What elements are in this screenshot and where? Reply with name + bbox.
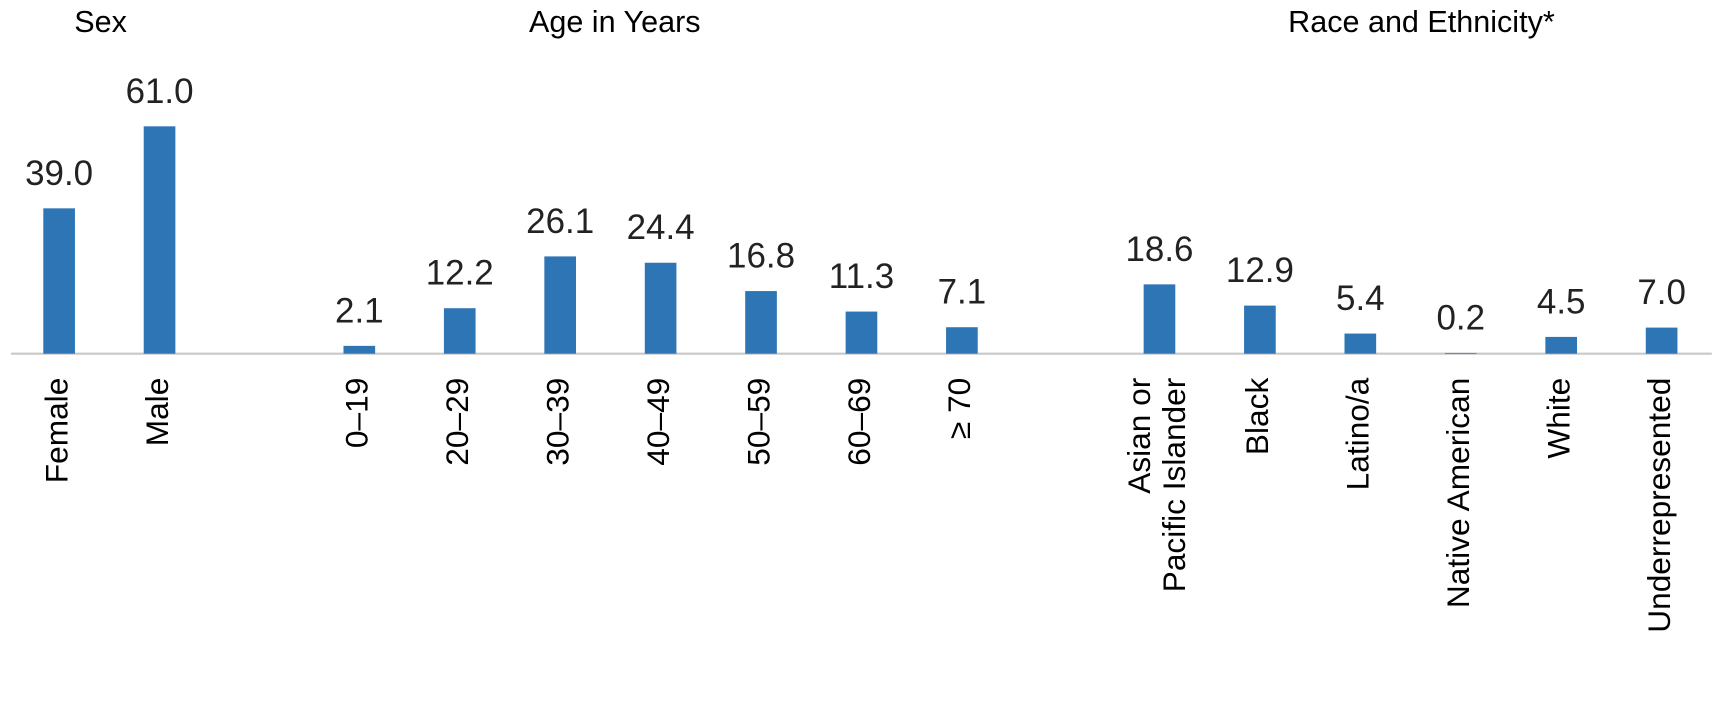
- x-tick-label: Asian orPacific Islander: [1121, 377, 1192, 592]
- bar: [1344, 333, 1377, 354]
- group-title: Race and Ethnicity*: [1288, 5, 1555, 39]
- bar: [644, 262, 677, 354]
- value-label: 61.0: [126, 72, 194, 111]
- x-tick-label: Native American: [1440, 378, 1476, 608]
- group-title: Sex: [74, 5, 127, 39]
- x-tick-label: Latino/a: [1340, 377, 1376, 490]
- x-tick-label: Male: [139, 378, 175, 447]
- bar: [946, 327, 978, 354]
- bar: [745, 291, 777, 354]
- x-tick-label: Underrepresented: [1641, 378, 1677, 633]
- x-tick-label: Female: [38, 378, 74, 484]
- bar: [443, 308, 476, 354]
- x-tick-label: 40–49: [640, 378, 676, 466]
- value-label: 5.4: [1336, 279, 1385, 318]
- x-tick-label: White: [1541, 378, 1577, 459]
- bar: [845, 311, 878, 354]
- value-label: 16.8: [727, 237, 795, 276]
- bar: [1143, 284, 1176, 354]
- bar: [1244, 305, 1276, 354]
- x-tick-label: 50–59: [740, 378, 776, 466]
- x-tick-label: 60–69: [841, 378, 877, 466]
- bar: [43, 208, 75, 354]
- value-label: 12.2: [426, 254, 494, 293]
- value-label: 7.0: [1637, 273, 1686, 312]
- value-label: 26.1: [526, 202, 594, 241]
- bar: [1645, 327, 1678, 354]
- value-label: 39.0: [25, 154, 93, 193]
- value-label: 7.1: [938, 273, 987, 312]
- bar: [544, 256, 577, 354]
- value-label: 24.4: [627, 208, 695, 247]
- x-tick-label: ≥ 70: [941, 378, 977, 439]
- value-label: 11.3: [829, 257, 894, 296]
- value-label: 2.1: [335, 291, 384, 330]
- bar: [1545, 336, 1578, 354]
- value-label: 18.6: [1125, 230, 1193, 269]
- group-title: Age in Years: [529, 5, 701, 39]
- value-label: 0.2: [1436, 298, 1485, 337]
- bar: [143, 126, 176, 354]
- value-label: 12.9: [1226, 251, 1294, 290]
- bar: [343, 345, 376, 354]
- bar: [1444, 352, 1477, 354]
- value-label: 4.5: [1537, 282, 1586, 321]
- x-tick-label: 30–39: [540, 378, 576, 466]
- x-tick-label: 0–19: [339, 378, 375, 448]
- x-tick-label: Black: [1239, 378, 1275, 456]
- x-tick-label: 20–29: [439, 378, 475, 466]
